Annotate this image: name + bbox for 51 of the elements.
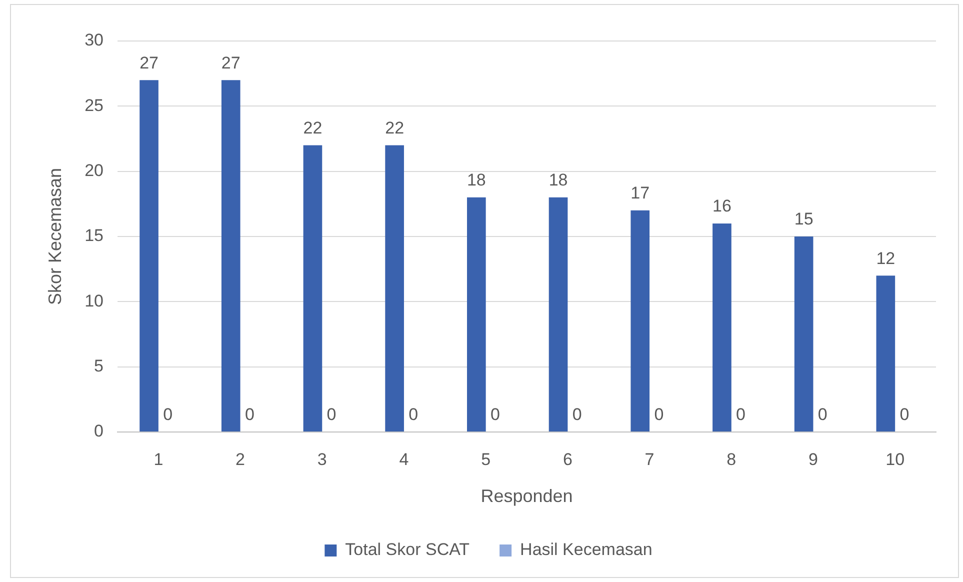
y-tick-label: 5 bbox=[94, 356, 104, 376]
y-tick-label: 0 bbox=[94, 422, 104, 441]
data-label: 22 bbox=[303, 118, 322, 138]
x-tick-label: 2 bbox=[236, 450, 246, 469]
y-tick-label: 15 bbox=[84, 226, 104, 246]
x-tick-label: 5 bbox=[481, 450, 491, 469]
data-label: 0 bbox=[654, 405, 664, 424]
data-label: 0 bbox=[900, 405, 910, 424]
x-tick-label: 9 bbox=[808, 450, 818, 469]
data-label: 0 bbox=[490, 405, 500, 424]
x-axis-title: Responden bbox=[480, 486, 573, 506]
data-label: 22 bbox=[385, 118, 404, 138]
legend-label: Hasil Kecemasan bbox=[520, 540, 652, 560]
bar bbox=[712, 223, 732, 432]
legend-label: Total Skor SCAT bbox=[345, 540, 470, 560]
data-label: 27 bbox=[221, 53, 240, 72]
y-axis-title: Skor Kecemasan bbox=[44, 168, 65, 306]
y-tick-label: 25 bbox=[84, 96, 104, 115]
data-label: 0 bbox=[408, 405, 418, 424]
data-label: 0 bbox=[818, 405, 828, 424]
y-tick-label: 30 bbox=[84, 30, 104, 50]
bar bbox=[303, 145, 322, 432]
x-tick-label: 4 bbox=[399, 450, 409, 469]
bar bbox=[548, 197, 568, 432]
bar bbox=[794, 236, 814, 432]
x-tick-label: 1 bbox=[154, 450, 164, 469]
data-label: 16 bbox=[712, 196, 732, 216]
data-label: 17 bbox=[630, 184, 650, 203]
bar bbox=[876, 276, 896, 432]
data-label: 15 bbox=[794, 210, 814, 229]
bar bbox=[467, 197, 486, 432]
data-label: 18 bbox=[466, 170, 486, 190]
bar bbox=[221, 80, 240, 432]
bar bbox=[630, 210, 650, 432]
x-tick-label: 3 bbox=[317, 450, 327, 469]
y-tick-label: 20 bbox=[84, 161, 104, 180]
bar bbox=[385, 145, 404, 432]
data-label: 27 bbox=[140, 53, 158, 72]
data-label: 0 bbox=[572, 405, 582, 424]
x-tick-label: 8 bbox=[726, 450, 736, 469]
bar bbox=[140, 80, 158, 432]
data-label: 0 bbox=[736, 405, 746, 424]
data-label: 18 bbox=[548, 170, 568, 190]
data-label: 12 bbox=[876, 248, 896, 268]
data-label: 0 bbox=[244, 405, 254, 424]
data-label: 0 bbox=[326, 405, 336, 424]
x-tick-label: 7 bbox=[644, 450, 654, 469]
x-tick-label: 6 bbox=[562, 450, 572, 469]
x-tick-label: 10 bbox=[886, 450, 905, 469]
y-tick-label: 10 bbox=[84, 291, 104, 310]
data-label: 0 bbox=[163, 405, 173, 424]
